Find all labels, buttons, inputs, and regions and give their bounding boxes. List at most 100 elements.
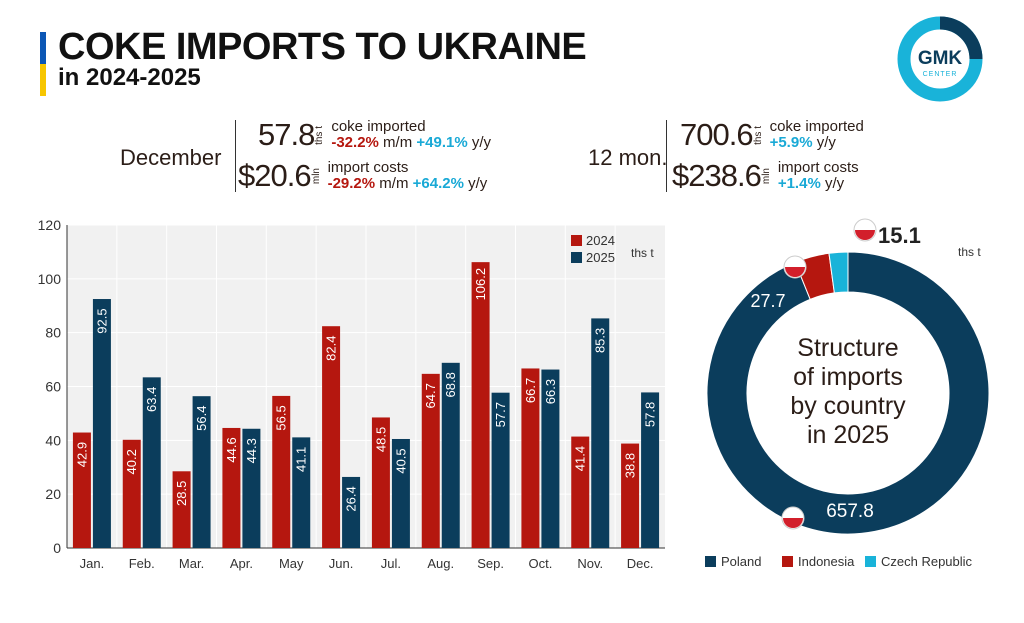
data-label: 66.3: [543, 379, 558, 404]
data-label: 41.1: [294, 447, 309, 472]
legend-label: 2025: [586, 250, 615, 265]
x-tick-label: Feb.: [129, 556, 155, 571]
slice-label: 15.1: [878, 223, 921, 248]
donut-title: of imports: [793, 363, 903, 391]
flag-icon: [855, 230, 875, 240]
data-label: 56.4: [194, 406, 209, 431]
year-label: 12 mon.: [588, 145, 668, 170]
year-volume: 700.6: [680, 117, 754, 152]
data-label: 85.3: [593, 328, 608, 353]
legend-label: Czech Republic: [881, 554, 973, 569]
data-label: 38.8: [623, 453, 638, 478]
bar-2025: [292, 437, 311, 548]
ukraine-flag: [40, 32, 46, 96]
bar-2024: [72, 432, 91, 548]
donut-title: Structure: [797, 334, 898, 362]
unit-label: ths t: [958, 245, 981, 259]
mm-label: m/m: [383, 134, 413, 151]
svg-text:CENTER: CENTER: [923, 71, 958, 78]
y-tick-label: 40: [45, 432, 61, 448]
cost-mm: -29.2%: [327, 175, 376, 192]
data-label: 44.6: [224, 437, 239, 462]
volume-desc: coke imported: [769, 118, 864, 135]
y-tick-label: 0: [53, 540, 61, 556]
bar-2025: [641, 392, 660, 548]
cost-yy: +1.4%: [777, 175, 821, 192]
data-label: 68.8: [443, 372, 458, 397]
x-tick-label: Sep.: [477, 556, 504, 571]
bar-2024: [471, 262, 490, 548]
data-label: 63.4: [144, 387, 159, 412]
data-label: 44.3: [244, 438, 259, 463]
bar-2025: [491, 392, 510, 548]
legend-swatch: [782, 556, 793, 567]
yy-label: y/y: [824, 175, 845, 192]
cost-desc: import costs: [327, 159, 409, 176]
x-tick-label: Mar.: [179, 556, 204, 571]
bar-2025: [242, 428, 261, 548]
bar-2025: [192, 396, 211, 548]
yy-label: y/y: [468, 175, 488, 192]
x-tick-label: Jan.: [80, 556, 105, 571]
volume-yy: +49.1%: [416, 134, 468, 151]
december-volume: 57.8: [258, 117, 315, 152]
bar-2024: [222, 427, 241, 548]
data-label: 42.9: [74, 442, 89, 467]
donut-title: in 2025: [807, 421, 889, 449]
bar-2024: [322, 326, 341, 548]
legend-label: Indonesia: [798, 554, 855, 569]
data-label: 64.7: [423, 383, 438, 408]
data-label: 82.4: [324, 336, 339, 361]
x-tick-label: Jul.: [381, 556, 401, 571]
data-label: 28.5: [174, 481, 189, 506]
y-tick-label: 80: [45, 325, 61, 341]
yy-label: y/y: [471, 134, 492, 151]
bar-2025: [92, 299, 111, 548]
bar-2024: [621, 443, 640, 548]
flag-icon: [783, 518, 803, 528]
data-label: 92.5: [94, 308, 109, 333]
legend-label: Poland: [721, 554, 761, 569]
divider: [235, 120, 236, 192]
year-cost: $238.6: [672, 158, 762, 193]
data-label: 56.5: [274, 405, 289, 430]
bar-2025: [391, 438, 410, 548]
x-tick-label: Apr.: [230, 556, 253, 571]
bar-2025: [441, 362, 460, 548]
data-label: 57.7: [493, 402, 508, 427]
page-title: COKE IMPORTS TO UKRAINE: [58, 26, 587, 68]
yy-label: y/y: [816, 134, 836, 151]
legend-swatch: [705, 556, 716, 567]
data-label: 41.4: [573, 446, 588, 471]
x-tick-label: Nov.: [577, 556, 603, 571]
y-tick-label: 20: [45, 486, 61, 502]
mm-label: m/m: [379, 175, 409, 192]
data-label: 40.5: [393, 448, 408, 473]
volume-yy: +5.9%: [769, 134, 813, 151]
data-label: 106.2: [473, 268, 488, 301]
december-label: December: [120, 145, 222, 170]
bar-2024: [172, 471, 191, 548]
legend-swatch: [571, 252, 582, 263]
volume-mm: -32.2%: [331, 134, 379, 151]
bar-2025: [142, 377, 161, 548]
cost-desc: import costs: [777, 159, 859, 176]
y-tick-label: 120: [38, 217, 62, 233]
data-label: 26.4: [344, 486, 359, 511]
flag-icon: [785, 267, 805, 277]
donut-title: by country: [790, 392, 906, 420]
data-label: 66.7: [523, 378, 538, 403]
unit-label: ths t: [631, 246, 654, 260]
data-label: 40.2: [124, 449, 139, 474]
legend-label: 2024: [586, 233, 615, 248]
bar-2024: [571, 436, 590, 548]
y-tick-label: 100: [38, 271, 62, 287]
y-tick-label: 60: [45, 379, 61, 395]
x-tick-label: Oct.: [528, 556, 552, 571]
x-tick-label: Aug.: [427, 556, 454, 571]
bar-2024: [122, 439, 141, 548]
bar-2025: [591, 318, 610, 548]
gmk-logo: GMK CENTER: [897, 16, 983, 102]
legend-swatch: [571, 235, 582, 246]
